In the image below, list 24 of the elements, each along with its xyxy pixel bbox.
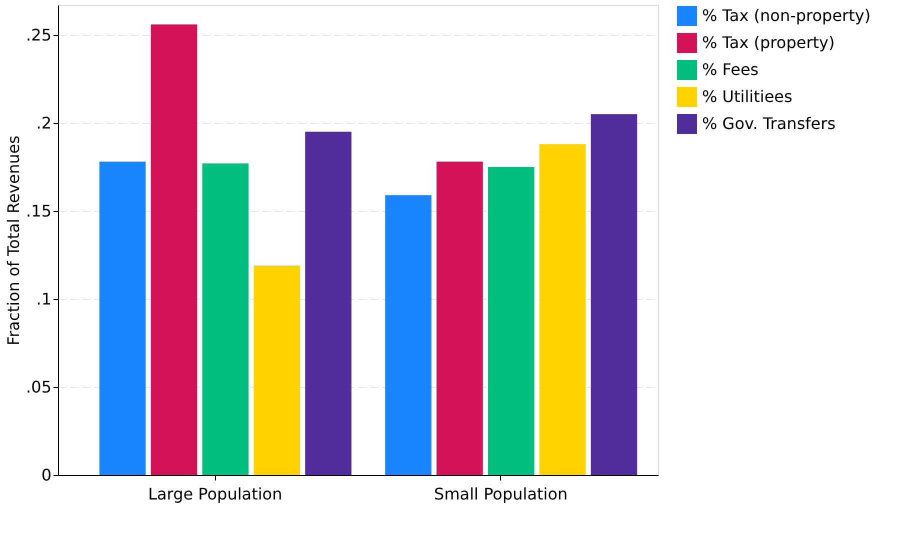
bar: [305, 132, 352, 475]
bar: [590, 114, 638, 475]
x-tick-label: Small Population: [434, 484, 568, 504]
y-tick-label: .2: [36, 113, 52, 132]
y-tick-label: 0: [41, 466, 52, 484]
bar: [254, 266, 300, 475]
bar: [385, 195, 432, 475]
legend-label: % Utilitiees: [702, 87, 792, 106]
y-tick-label: .25: [26, 25, 52, 44]
y-axis-title: Fraction of Total Revenues: [4, 136, 24, 346]
legend-label: % Fees: [702, 60, 759, 79]
bar: [202, 163, 249, 475]
legend-label: % Tax (property): [702, 33, 835, 52]
bar: [539, 144, 586, 475]
legend-label: % Tax (non-property): [702, 6, 871, 25]
y-tick-label: .15: [26, 201, 52, 220]
bar: [150, 24, 198, 475]
x-tick-label: Large Population: [148, 484, 282, 504]
y-tick-label: .1: [36, 289, 52, 308]
bar: [99, 162, 146, 475]
bar: [488, 166, 534, 475]
legend-label: % Gov. Transfers: [702, 114, 836, 133]
y-tick-label: .05: [26, 377, 52, 396]
bar: [436, 162, 483, 475]
